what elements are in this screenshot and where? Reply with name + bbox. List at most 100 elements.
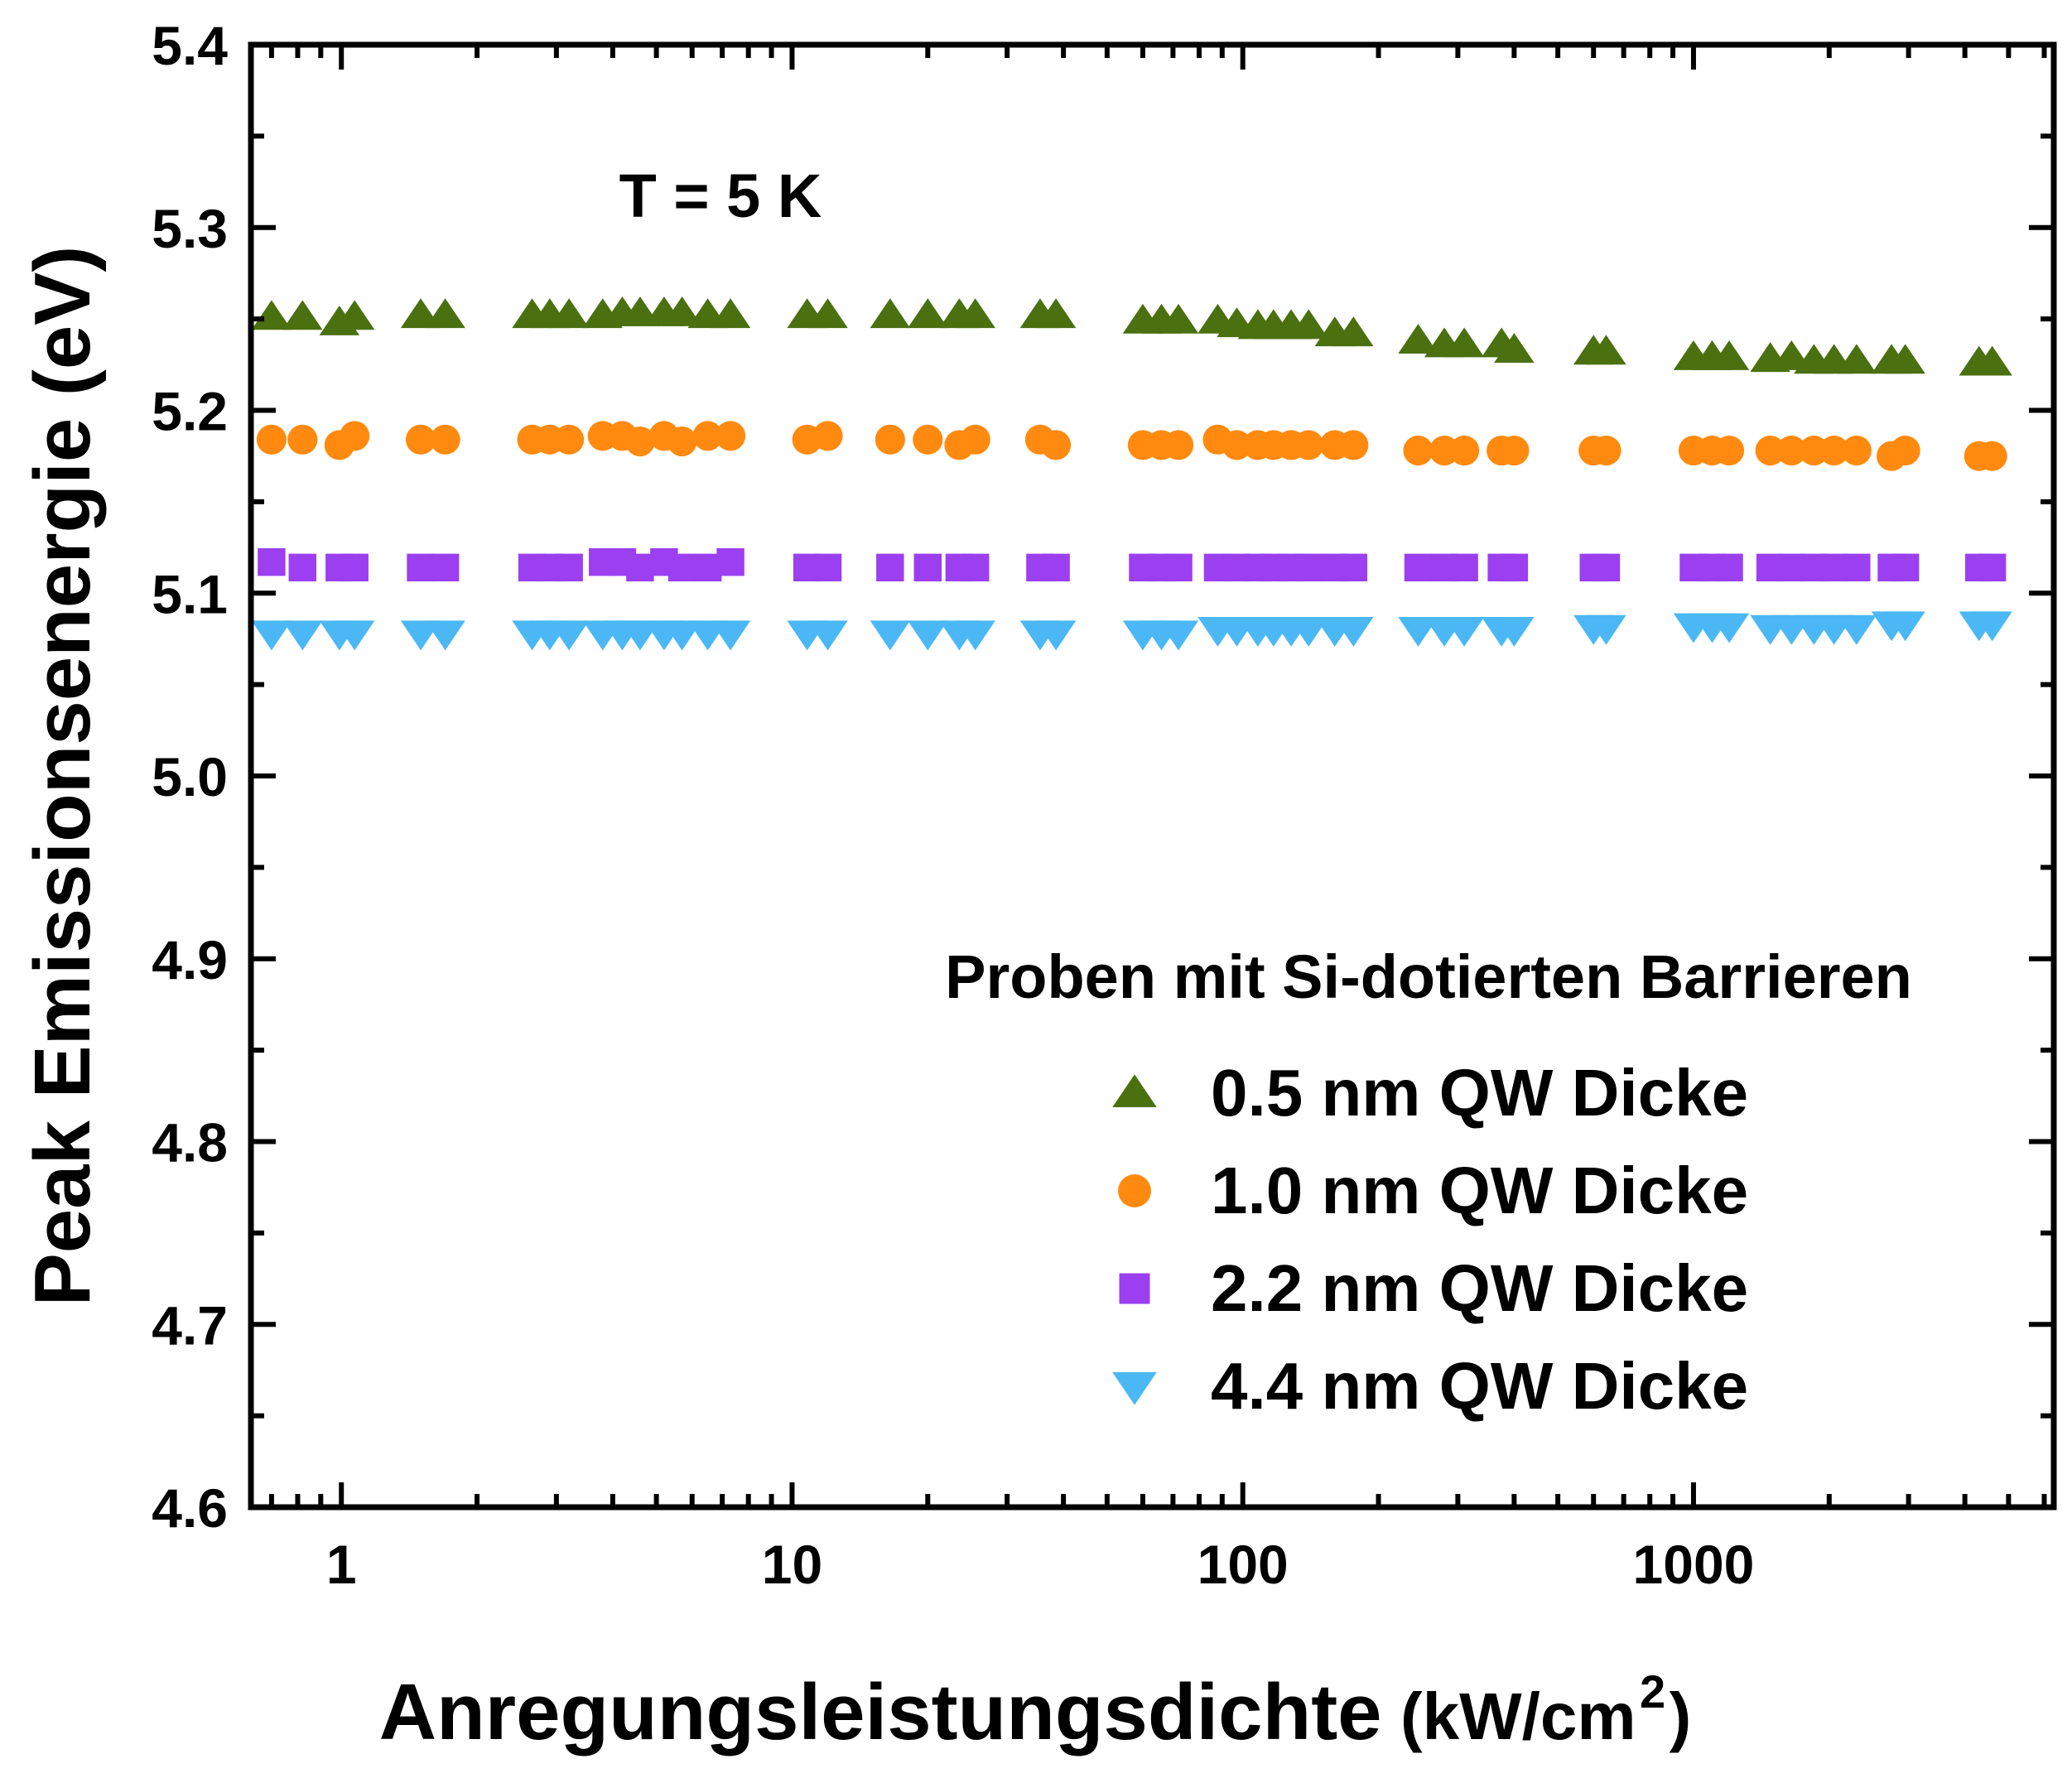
legend-item: 0.5 nm QW Dicke bbox=[1112, 1056, 1748, 1130]
data-point bbox=[554, 424, 585, 455]
data-point bbox=[812, 421, 843, 451]
data-point bbox=[1443, 617, 1485, 647]
legend: 0.5 nm QW Dicke 1.0 nm QW Dicke 2.2 nm QW … bbox=[1112, 1056, 1748, 1423]
data-point bbox=[340, 421, 370, 451]
data-point bbox=[425, 298, 465, 329]
data-point bbox=[1494, 333, 1535, 364]
legend-title: Proben mit Si-dotierten Barrieren bbox=[945, 942, 1912, 1011]
data-point bbox=[1885, 344, 1925, 374]
x-axis-title-main: Anregungsleistungsdichte bbox=[379, 1668, 1382, 1756]
data-layer bbox=[251, 296, 2012, 651]
data-point bbox=[1164, 430, 1194, 460]
data-point bbox=[251, 620, 292, 651]
legend-label: 1.0 nm QW Dicke bbox=[1211, 1154, 1748, 1227]
data-point bbox=[692, 421, 723, 451]
data-point bbox=[1494, 617, 1535, 647]
data-point bbox=[334, 300, 375, 330]
data-point bbox=[1035, 298, 1077, 329]
legend-marker bbox=[1119, 1273, 1150, 1304]
data-point bbox=[626, 553, 654, 582]
x-tick-label: 1 bbox=[326, 1534, 357, 1595]
data-point bbox=[961, 553, 990, 582]
data-point bbox=[1035, 620, 1077, 651]
data-point bbox=[908, 298, 948, 329]
data-point bbox=[1398, 324, 1438, 354]
series-1 bbox=[251, 296, 2012, 376]
data-point bbox=[667, 553, 696, 582]
data-point bbox=[1158, 620, 1199, 651]
data-point bbox=[1836, 344, 1877, 374]
axis-ticks: 4.6 4.7 4.8 4.9 5.0 5.1 5.2 5.3 5.4 1 10 100 1000 bbox=[152, 15, 2054, 1595]
data-point bbox=[1164, 553, 1193, 582]
data-point bbox=[813, 553, 842, 582]
y-tick-label: 4.6 bbox=[152, 1477, 228, 1539]
data-point bbox=[1333, 617, 1374, 647]
y-tick-label: 4.8 bbox=[152, 1112, 228, 1173]
y-tick-label: 5.1 bbox=[152, 563, 228, 624]
data-point bbox=[913, 424, 943, 455]
x-axis-title-unit-superscript: 2 bbox=[1640, 1665, 1665, 1718]
x-axis-title: Anregungsleistungsdichte (kW/cm 2 ) bbox=[379, 1665, 1691, 1756]
legend-label: 0.5 nm QW Dicke bbox=[1211, 1056, 1748, 1130]
data-point bbox=[1592, 553, 1621, 582]
data-point bbox=[407, 553, 435, 582]
legend-item: 1.0 nm QW Dicke bbox=[1118, 1154, 1748, 1227]
data-point bbox=[405, 424, 436, 455]
x-axis-title-unit-close: ) bbox=[1670, 1679, 1692, 1753]
data-point bbox=[1841, 436, 1872, 466]
data-point bbox=[710, 298, 751, 329]
data-point bbox=[1398, 617, 1438, 647]
data-point bbox=[251, 300, 292, 330]
data-point bbox=[875, 424, 905, 455]
data-point bbox=[1289, 309, 1329, 340]
data-point bbox=[258, 548, 286, 576]
data-point bbox=[430, 424, 460, 455]
data-point bbox=[340, 553, 369, 582]
data-point bbox=[1591, 436, 1621, 466]
legend-label: 4.4 nm QW Dicke bbox=[1211, 1349, 1748, 1423]
data-point bbox=[1586, 614, 1626, 645]
data-point bbox=[548, 298, 590, 329]
data-point bbox=[913, 553, 942, 582]
legend-item: 2.2 nm QW Dicke bbox=[1119, 1251, 1748, 1325]
data-point bbox=[716, 421, 746, 451]
y-axis-title: Peak Emissionsenergie (eV) bbox=[18, 246, 107, 1307]
data-point bbox=[256, 424, 287, 455]
x-axis-title-unit: (kW/cm bbox=[1400, 1679, 1636, 1753]
series-4 bbox=[251, 611, 2012, 651]
data-point bbox=[1885, 611, 1925, 642]
data-point bbox=[1978, 553, 2007, 582]
data-point bbox=[1222, 430, 1252, 460]
data-point bbox=[1708, 340, 1750, 370]
data-point bbox=[1500, 553, 1529, 582]
data-point bbox=[1972, 611, 2012, 642]
data-point bbox=[1499, 436, 1530, 466]
data-point bbox=[1041, 430, 1072, 460]
data-point bbox=[1715, 553, 1743, 582]
data-point bbox=[1776, 436, 1807, 466]
legend-item: 4.4 nm QW Dicke bbox=[1112, 1349, 1748, 1423]
data-point bbox=[1158, 303, 1199, 334]
data-point bbox=[1339, 553, 1368, 582]
data-point bbox=[1836, 614, 1877, 645]
data-point bbox=[425, 620, 465, 651]
data-point bbox=[282, 620, 323, 651]
legend-label: 2.2 nm QW Dicke bbox=[1211, 1251, 1748, 1325]
plot-frame bbox=[248, 41, 2057, 1511]
data-point bbox=[1403, 436, 1434, 466]
data-point bbox=[667, 426, 697, 457]
data-point bbox=[288, 553, 317, 582]
y-tick-label: 5.2 bbox=[152, 381, 228, 442]
y-tick-label: 5.4 bbox=[152, 15, 228, 76]
data-point bbox=[1714, 436, 1745, 466]
y-tick-label: 5.0 bbox=[152, 746, 228, 807]
data-point bbox=[807, 298, 848, 329]
data-point bbox=[960, 424, 990, 455]
data-point bbox=[1819, 436, 1849, 466]
data-point bbox=[624, 426, 655, 457]
data-point bbox=[1333, 316, 1374, 347]
data-point bbox=[282, 300, 323, 330]
data-point bbox=[1338, 430, 1369, 460]
data-point bbox=[1404, 553, 1433, 582]
